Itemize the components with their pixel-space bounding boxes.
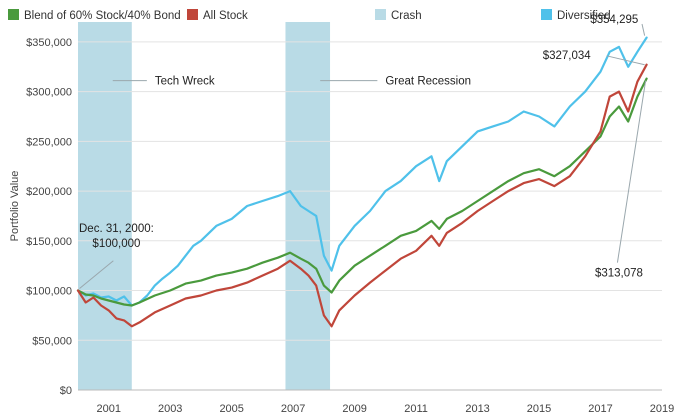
annotation-label-diversified-end: $354,295: [590, 14, 638, 26]
crash-band-1: [285, 22, 331, 390]
y-tick-label: $50,000: [32, 335, 72, 347]
legend-label-2: Crash: [391, 10, 422, 22]
annotation-label-start-value-value: $100,000: [92, 238, 140, 250]
legend: Blend of 60% Stock/40% Bond All Stock Cras…: [8, 9, 611, 22]
annotation-leader-start-value: [79, 260, 114, 289]
annotation-label-allstock-end: $327,034: [543, 50, 592, 62]
x-tick-label: 2001: [96, 403, 120, 415]
gridlines: [78, 41, 662, 391]
x-tick-label: 2015: [527, 403, 551, 415]
x-tick-label: 2003: [158, 403, 182, 415]
legend-swatch-0: [8, 9, 19, 20]
x-tick-label: 2009: [342, 403, 366, 415]
annotations: Tech Wreck Great Recession Dec. 31, 2000: $…: [79, 14, 647, 289]
x-tick-label: 2017: [588, 403, 612, 415]
y-tick-label: $250,000: [26, 136, 72, 148]
series-lines: [76, 36, 648, 328]
annotation-label-start-value: Dec. 31, 2000:: [79, 223, 154, 235]
series-line-diversified: [76, 36, 648, 307]
x-tick-label: 2011: [404, 403, 428, 415]
axes: $0 $50,000 $100,000 $150,000 $200,000 $250,00…: [9, 37, 674, 415]
y-tick-label: $0: [60, 385, 72, 397]
annotation-label-tech-wreck: Tech Wreck: [155, 76, 215, 88]
annotation-label-blend-end: $313,078: [595, 268, 643, 280]
annotation-leader-blend-end: [616, 80, 647, 263]
series-line-all-stock: [76, 63, 648, 328]
annotation-leader-diversified-end: [641, 23, 646, 36]
y-tick-label: $150,000: [26, 236, 72, 248]
y-tick-label: $100,000: [26, 286, 72, 298]
y-tick-label: $300,000: [26, 87, 72, 99]
legend-swatch-3: [541, 9, 552, 20]
series-line-blend-of-60-stock-40-bond: [76, 77, 648, 307]
crash-band-0: [78, 22, 132, 390]
y-tick-label: $350,000: [26, 37, 72, 49]
annotation-label-great-recession: Great Recession: [385, 76, 471, 88]
legend-label-0: Blend of 60% Stock/40% Bond: [24, 10, 181, 22]
x-tick-label: 2005: [219, 403, 243, 415]
y-axis-title: Portfolio Value: [9, 171, 21, 242]
crash-bands: [78, 22, 331, 390]
legend-label-1: All Stock: [203, 10, 248, 22]
legend-swatch-2: [375, 9, 386, 20]
x-tick-label: 2007: [281, 403, 305, 415]
legend-swatch-1: [187, 9, 198, 20]
legend-label-3: Diversified: [557, 10, 611, 22]
x-tick-label: 2013: [465, 403, 489, 415]
x-tick-label: 2019: [650, 403, 674, 415]
annotation-leader-allstock-end: [606, 55, 645, 66]
y-tick-label: $200,000: [26, 186, 72, 198]
